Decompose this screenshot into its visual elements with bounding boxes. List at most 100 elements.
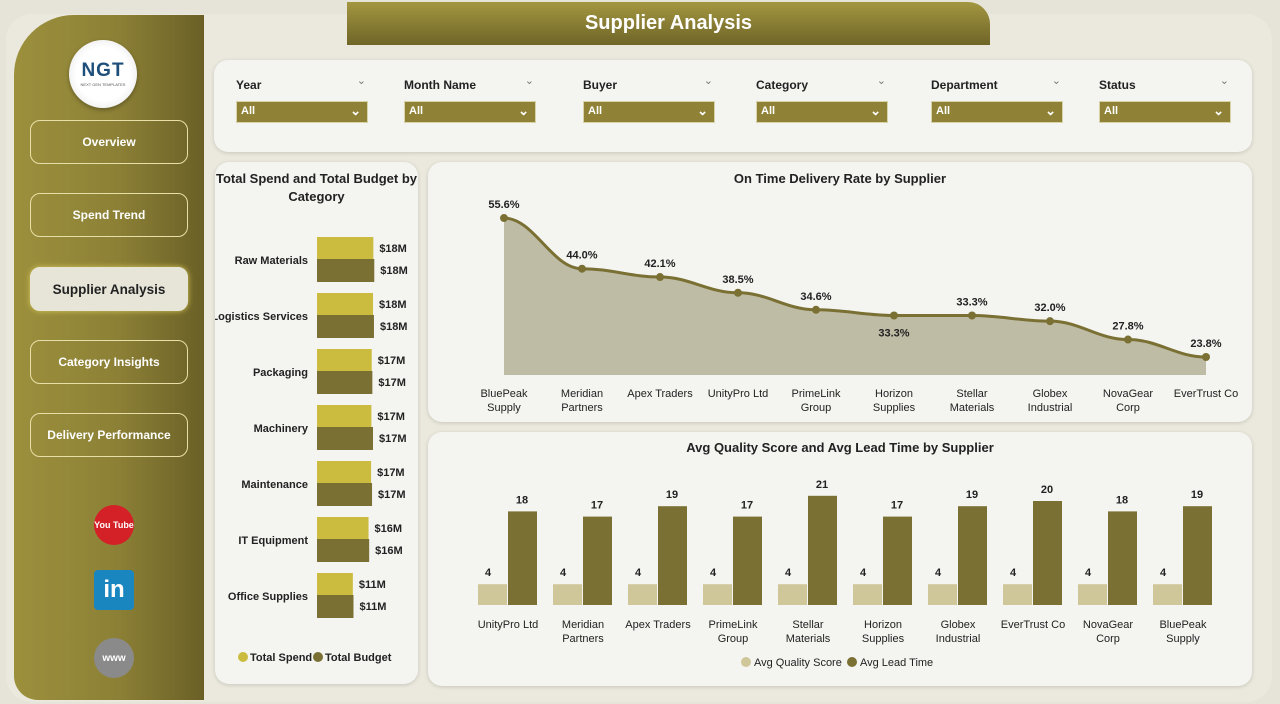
data-label: 55.6% xyxy=(488,199,519,211)
quality-leadtime-title: Avg Quality Score and Avg Lead Time by S… xyxy=(686,440,994,455)
x-tick-label: EverTrust Co xyxy=(1174,388,1238,400)
legend-marker xyxy=(313,652,323,662)
x-tick-label: Meridian Partners xyxy=(561,388,603,414)
total-budget-bar xyxy=(317,595,354,618)
filter-dropdown[interactable]: All ⌄ xyxy=(236,101,368,123)
data-point xyxy=(812,305,820,314)
chevron-down-icon[interactable]: ⌄ xyxy=(703,75,713,87)
data-label: 18 xyxy=(516,494,528,506)
x-tick-label: BluePeak Supply xyxy=(1159,619,1207,645)
avg-lead-time-bar xyxy=(658,506,687,605)
total-spend-bar xyxy=(317,517,369,539)
category-label: Machinery xyxy=(254,423,309,435)
x-tick-label: PrimeLink Group xyxy=(792,388,841,414)
nav-overview[interactable]: Overview xyxy=(30,120,188,164)
avg-quality-score-bar xyxy=(628,584,657,605)
quality-leadtime-card: Avg Quality Score and Avg Lead Time by S… xyxy=(428,432,1252,686)
chevron-down-icon[interactable]: ⌄ xyxy=(1051,75,1061,87)
avg-lead-time-bar xyxy=(733,516,762,605)
category-label: Logistics Services xyxy=(215,311,308,323)
data-point xyxy=(500,214,508,223)
total-spend-bar xyxy=(317,573,353,595)
data-label: 19 xyxy=(1191,489,1203,501)
nav-delivery-performance[interactable]: Delivery Performance xyxy=(30,413,188,457)
filter-value: All xyxy=(936,105,951,117)
delivery-rate-card: On Time Delivery Rate by Supplier 55.6% B… xyxy=(428,162,1252,422)
filter-label: Month Name xyxy=(404,78,476,92)
x-tick-label: Meridian Partners xyxy=(562,619,604,645)
filter-label: Status xyxy=(1099,78,1136,92)
data-label: $18M xyxy=(379,299,407,311)
avg-lead-time-bar xyxy=(958,506,987,605)
x-tick-label: BluePeak Supply xyxy=(480,388,528,414)
data-point xyxy=(578,264,586,273)
data-label: 4 xyxy=(560,567,567,579)
logo: NGT NEXT GEN TEMPLATES xyxy=(69,40,137,108)
filter-value: All xyxy=(409,105,424,117)
legend-label: Avg Lead Time xyxy=(860,657,933,669)
data-label: 4 xyxy=(935,567,942,579)
legend-label: Total Spend xyxy=(250,652,312,664)
data-label: 17 xyxy=(741,500,753,512)
data-label: 4 xyxy=(1085,567,1092,579)
data-label: 38.5% xyxy=(722,274,753,286)
website-globe-icon[interactable]: www xyxy=(94,638,134,678)
data-label: 23.8% xyxy=(1190,338,1221,350)
data-label: $17M xyxy=(377,411,405,423)
chevron-down-icon: ⌄ xyxy=(350,103,361,118)
data-label: 34.6% xyxy=(800,291,831,303)
total-budget-bar xyxy=(317,371,373,394)
total-spend-bar xyxy=(317,405,372,427)
x-tick-label: NovaGear Corp xyxy=(1083,619,1133,645)
x-tick-label: Stellar Materials xyxy=(786,619,831,645)
chevron-down-icon[interactable]: ⌄ xyxy=(356,75,366,87)
chevron-down-icon[interactable]: ⌄ xyxy=(524,75,534,87)
chevron-down-icon[interactable]: ⌄ xyxy=(1219,75,1229,87)
category-label: Packaging xyxy=(253,367,308,379)
x-tick-label: Apex Traders xyxy=(627,388,693,400)
avg-lead-time-bar xyxy=(508,511,537,605)
spend-budget-title: Total Spend and Total Budget by Category xyxy=(215,171,417,204)
avg-quality-score-bar xyxy=(928,584,957,605)
data-label: 18 xyxy=(1116,494,1128,506)
filter-value: All xyxy=(241,105,256,117)
filter-label: Category xyxy=(756,78,809,92)
data-point xyxy=(1202,353,1210,361)
filter-dropdown[interactable]: All ⌄ xyxy=(1099,101,1231,123)
avg-quality-score-bar xyxy=(853,584,882,605)
category-label: IT Equipment xyxy=(238,535,308,547)
filter-dropdown[interactable]: All ⌄ xyxy=(404,101,536,123)
total-budget-bar xyxy=(317,427,373,450)
category-label: Maintenance xyxy=(241,479,308,491)
quality-leadtime-chart: 4 18 UnityPro Ltd 4 17 Meridian Partners 4 19 Ape… xyxy=(478,479,1212,669)
filter-dropdown[interactable]: All ⌄ xyxy=(931,101,1063,123)
total-spend-bar xyxy=(317,349,372,371)
chevron-down-icon[interactable]: ⌄ xyxy=(876,75,886,87)
avg-quality-score-bar xyxy=(478,584,507,605)
data-label: 4 xyxy=(710,567,717,579)
data-label: $16M xyxy=(375,545,403,557)
nav-spend-trend[interactable]: Spend Trend xyxy=(30,193,188,237)
nav-category-insights[interactable]: Category Insights xyxy=(30,340,188,384)
data-label: $18M xyxy=(380,321,408,333)
x-tick-label: Globex Industrial xyxy=(936,619,981,645)
data-label: 4 xyxy=(485,567,492,579)
avg-quality-score-bar xyxy=(1003,584,1032,605)
legend-marker xyxy=(741,657,751,667)
chevron-down-icon: ⌄ xyxy=(1045,103,1056,118)
legend-label: Avg Quality Score xyxy=(754,657,842,669)
data-label: $17M xyxy=(378,377,406,389)
avg-quality-score-bar xyxy=(553,584,582,605)
linkedin-icon[interactable]: in xyxy=(94,570,134,610)
data-label: $17M xyxy=(378,355,406,367)
data-point xyxy=(656,273,664,282)
data-label: 33.3% xyxy=(878,327,909,339)
x-tick-label: PrimeLink Group xyxy=(709,619,758,645)
filter-dropdown[interactable]: All ⌄ xyxy=(756,101,888,123)
total-budget-bar xyxy=(317,539,370,562)
nav-supplier-analysis[interactable]: Supplier Analysis xyxy=(30,267,188,311)
filter-dropdown[interactable]: All ⌄ xyxy=(583,101,715,123)
total-spend-bar xyxy=(317,293,373,315)
youtube-icon[interactable]: You Tube xyxy=(94,505,134,545)
data-label: 20 xyxy=(1041,484,1053,496)
